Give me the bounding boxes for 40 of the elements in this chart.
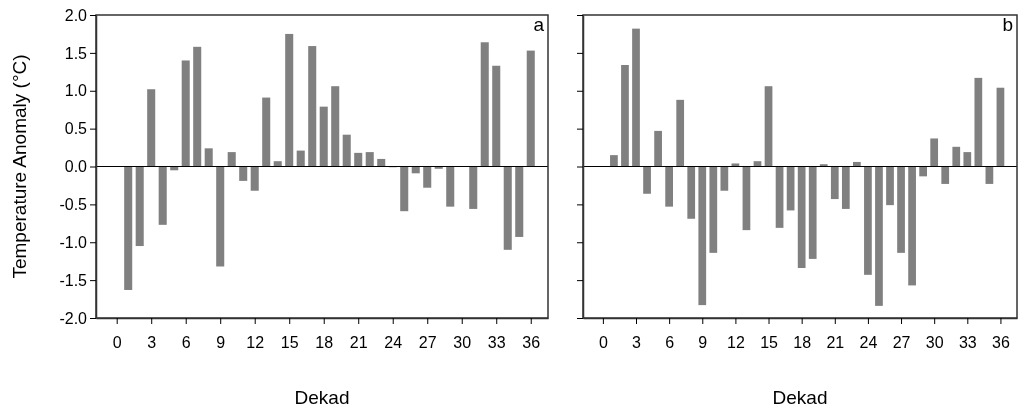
x-tick-label: 21 [826,333,845,351]
y-tick-label: 1.5 [64,44,88,62]
x-tick-label: 3 [147,333,157,351]
x-tick-label: 33 [958,333,977,351]
y-tick-label: 0.5 [64,120,88,138]
x-axis-title: Dekad [772,387,828,408]
x-tick-label: 27 [418,333,437,351]
x-tick-label: 6 [665,333,675,351]
x-tick-label: 9 [216,333,226,351]
y-tick-label: 0.0 [64,158,88,176]
x-tick-label: 30 [925,333,944,351]
x-tick-label: 3 [632,333,642,351]
x-tick-label: 21 [349,333,368,351]
x-tick-label: 24 [859,333,878,351]
x-tick-label: 15 [280,333,299,351]
y-tick-label: -1.0 [59,233,88,251]
annotation: a [533,14,545,35]
x-tick-label: 15 [760,333,779,351]
x-tick-label: 0 [598,333,608,351]
annotation: b [1002,14,1013,35]
y-tick-label: 2.0 [64,6,88,24]
y-tick-label: -0.5 [59,195,88,213]
x-tick-label: 36 [522,333,541,351]
x-tick-label: 6 [181,333,191,351]
x-tick-label: 27 [892,333,911,351]
x-tick-label: 12 [246,333,265,351]
x-tick-label: 18 [793,333,812,351]
x-tick-label: 18 [315,333,334,351]
x-tick-label: 30 [453,333,472,351]
x-tick-label: 33 [487,333,506,351]
x-tick-label: 24 [384,333,403,351]
y-tick-label: -1.5 [59,271,88,289]
x-tick-label: 9 [698,333,708,351]
x-tick-label: 0 [112,333,122,351]
x-axis-title: Dekad [294,387,350,408]
x-tick-label: 36 [992,333,1010,351]
y-tick-label: 1.0 [64,82,88,100]
x-tick-label: 12 [727,333,745,351]
y-tick-label: -2.0 [59,309,88,327]
y-axis-title: Temperature Anomaly (°C) [9,54,30,279]
